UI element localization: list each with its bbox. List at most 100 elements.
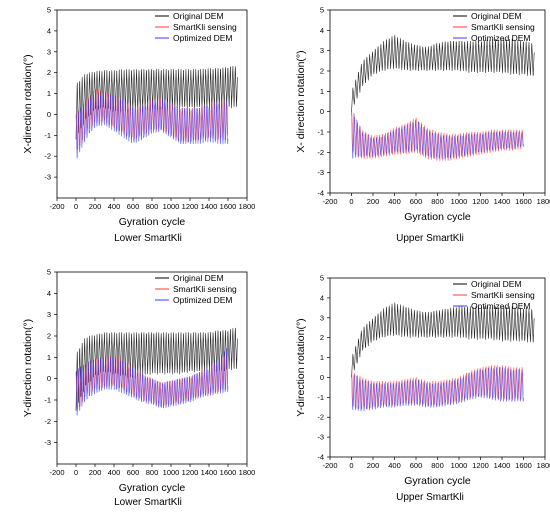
legend-entry: Original DEM (471, 11, 522, 21)
x-tick-label: 800 (431, 197, 444, 206)
chart-panel-1: -200 0 200 400 600 800 1000 1200 1400 1600 1800 -3 -… (22, 6, 255, 245)
x-tick-label: 400 (108, 202, 121, 211)
y-tick-label: 4 (47, 26, 51, 35)
y-tick-label: -2 (317, 413, 324, 422)
y-tick-label: -3 (44, 173, 51, 182)
series-line-smartkli-sensing (75, 89, 229, 151)
y-tick-label: 2 (47, 68, 51, 77)
x-tick-label: 600 (410, 197, 423, 206)
series-line-smartkli-sensing (351, 365, 524, 410)
chart-panel-3: -200 0 200 400 600 800 1000 1200 1400 1600 1800 -3 -… (22, 268, 255, 509)
x-tick-label: 1600 (515, 197, 532, 206)
y-tick-label: -3 (44, 438, 51, 447)
x-tick-label: 1800 (537, 197, 550, 206)
x-tick-label: 400 (108, 468, 121, 477)
chart-panel-2: -200 0 200 400 600 800 1000 1200 1400 1600 1800 -4 -… (295, 6, 550, 245)
x-tick-label: 200 (89, 202, 102, 211)
y-tick-label: 2 (320, 333, 324, 342)
chart-panel-4: -200 0 200 400 600 800 1000 1200 1400 1600 1800 -4 -… (295, 274, 550, 504)
x-tick-label: -200 (322, 197, 337, 206)
y-tick-label: 3 (320, 46, 324, 55)
y-tick-label: 4 (320, 293, 324, 302)
x-tick-label: 1800 (239, 468, 256, 477)
x-axis-label: Gyration cycle (404, 475, 471, 487)
x-tick-label: 200 (367, 461, 380, 470)
x-tick-label: 0 (74, 468, 78, 477)
x-tick-label: 1200 (182, 468, 199, 477)
x-tick-label: 1000 (163, 468, 180, 477)
x-tick-label: 800 (146, 468, 159, 477)
x-tick-label: 200 (367, 197, 380, 206)
y-tick-label: -3 (317, 433, 324, 442)
x-tick-label: 1800 (239, 202, 256, 211)
series-line-smartkli-sensing (351, 111, 524, 161)
x-tick-label: 0 (74, 202, 78, 211)
legend-entry: Optimized DEM (173, 295, 233, 305)
series-line-optimized-dem (75, 348, 229, 416)
legend-entry: Optimized DEM (471, 33, 531, 43)
y-axis-label: X- direction rotation(°) (295, 50, 307, 152)
x-axis-label: Gyration cycle (119, 216, 186, 228)
x-tick-label: 800 (146, 202, 159, 211)
x-tick-label: 1600 (220, 468, 237, 477)
x-tick-label: -200 (322, 461, 337, 470)
legend-entry: Original DEM (173, 273, 224, 283)
series-line-optimized-dem (75, 93, 229, 159)
panel-caption: Lower SmartKli (114, 233, 182, 244)
x-tick-label: 1200 (472, 197, 489, 206)
y-tick-label: 3 (47, 47, 51, 56)
legend-entry: SmartKli sensing (471, 22, 535, 32)
x-tick-label: -200 (49, 468, 64, 477)
y-tick-label: 1 (47, 89, 51, 98)
y-tick-label: 1 (320, 353, 324, 362)
y-tick-label: 5 (320, 6, 324, 15)
y-tick-label: -4 (317, 453, 324, 462)
y-axis-label: Y-direction rotation(°) (295, 318, 307, 416)
legend-entry: Original DEM (173, 11, 224, 21)
y-tick-label: 0 (320, 107, 324, 116)
y-tick-label: 3 (47, 310, 51, 319)
x-tick-label: 1000 (451, 197, 468, 206)
y-tick-label: -1 (317, 128, 324, 137)
y-tick-label: -1 (44, 396, 51, 405)
y-tick-label: 0 (47, 374, 51, 383)
x-tick-label: 1200 (182, 202, 199, 211)
y-tick-label: 0 (320, 373, 324, 382)
y-tick-label: 4 (320, 26, 324, 35)
series-line-original-dem (351, 302, 535, 378)
y-tick-label: 3 (320, 313, 324, 322)
x-tick-label: 1400 (201, 468, 218, 477)
y-tick-label: 5 (320, 274, 324, 283)
x-axis-label: Gyration cycle (404, 211, 471, 223)
x-tick-label: 1000 (163, 202, 180, 211)
series-line-smartkli-sensing (75, 353, 229, 410)
x-tick-label: 1000 (451, 461, 468, 470)
y-tick-label: -1 (317, 393, 324, 402)
panel-caption: Lower SmartKli (114, 497, 182, 508)
x-tick-label: 400 (388, 461, 401, 470)
panel-caption: Upper SmartKli (396, 492, 464, 503)
x-tick-label: 200 (89, 468, 102, 477)
series-line-optimized-dem (351, 366, 524, 412)
y-tick-label: 4 (47, 289, 51, 298)
x-tick-label: 1200 (472, 461, 489, 470)
x-tick-label: -200 (49, 202, 64, 211)
y-tick-label: 1 (320, 87, 324, 96)
y-tick-label: -4 (317, 189, 324, 198)
series-line-original-dem (351, 35, 535, 112)
x-tick-label: 1800 (537, 461, 550, 470)
y-tick-label: 2 (47, 332, 51, 341)
x-tick-label: 1600 (220, 202, 237, 211)
y-tick-label: -2 (44, 417, 51, 426)
legend-entry: SmartKli sensing (173, 284, 237, 294)
y-axis-label: Y-direction rotation(°) (22, 319, 34, 417)
x-tick-label: 600 (410, 461, 423, 470)
x-tick-label: 0 (349, 197, 353, 206)
legend-entry: SmartKli sensing (173, 22, 237, 32)
x-tick-label: 1400 (494, 197, 511, 206)
panel-caption: Upper SmartKli (396, 233, 464, 244)
x-tick-label: 1400 (201, 202, 218, 211)
y-tick-label: -3 (317, 168, 324, 177)
y-tick-label: 5 (47, 6, 51, 15)
